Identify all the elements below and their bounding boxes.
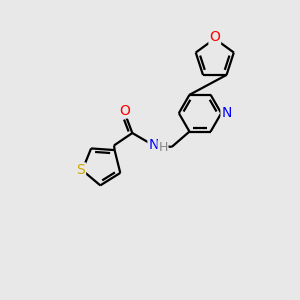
Text: N: N: [148, 138, 159, 152]
Text: N: N: [221, 106, 232, 120]
Text: H: H: [158, 141, 168, 154]
Text: O: O: [119, 103, 130, 118]
Text: S: S: [76, 163, 85, 177]
Text: O: O: [209, 30, 220, 44]
